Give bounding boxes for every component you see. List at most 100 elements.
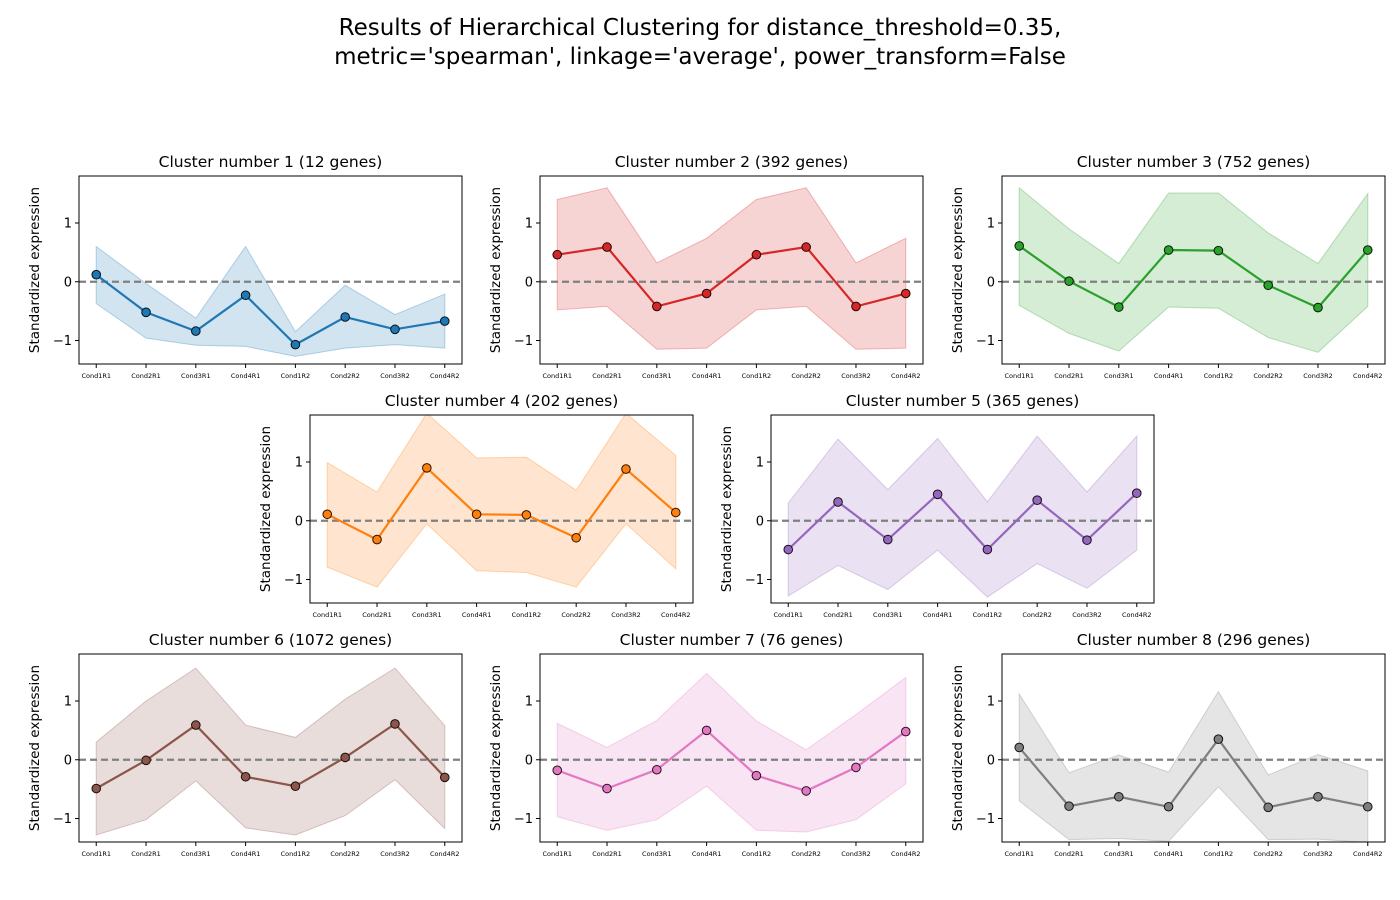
data-point-Cond4R1 bbox=[1163, 801, 1174, 812]
panel-title: Cluster number 5 (365 genes) bbox=[846, 392, 1080, 410]
confidence-band bbox=[95, 667, 446, 836]
x-tick-label: Cond4R2 bbox=[1353, 850, 1383, 858]
x-tick-label: Cond4R1 bbox=[231, 372, 261, 380]
y-tick-label: 1 bbox=[525, 695, 533, 710]
data-point-Cond2R1 bbox=[602, 242, 612, 252]
y-tick-label: 1 bbox=[987, 695, 995, 710]
y-tick-label: −1 bbox=[976, 812, 995, 827]
x-tick-label: Cond4R2 bbox=[891, 372, 921, 380]
plot-area bbox=[310, 415, 693, 588]
axes-frame bbox=[770, 414, 1155, 604]
plot-area bbox=[1002, 690, 1385, 842]
data-point-Cond1R1 bbox=[1014, 241, 1025, 251]
x-tick-label: Cond3R1 bbox=[181, 372, 211, 380]
x-tick-label: Cond2R2 bbox=[791, 372, 821, 380]
y-tick-label: −1 bbox=[976, 334, 995, 349]
chart-panel-8: −1 0 1 Cond1R1 Cond2R1 Cond3R1 Cond4R1 Cond1R2 C… bbox=[950, 631, 1386, 858]
x-tick-label: Cond3R2 bbox=[1072, 611, 1102, 619]
y-tick-label: 0 bbox=[756, 514, 764, 529]
x-tick-label: Cond1R2 bbox=[742, 850, 772, 858]
plot-area bbox=[1002, 186, 1385, 353]
data-point-Cond4R2 bbox=[900, 726, 911, 737]
series-line bbox=[326, 466, 677, 542]
data-point-Cond4R2 bbox=[670, 507, 681, 518]
x-tick-label: Cond2R1 bbox=[362, 611, 392, 619]
data-point-Cond3R2 bbox=[1313, 302, 1323, 313]
x-tick-label: Cond1R1 bbox=[81, 372, 111, 380]
x-tick-label: Cond2R2 bbox=[330, 372, 360, 380]
data-point-Cond4R2 bbox=[439, 316, 450, 326]
x-tick-label: Cond4R1 bbox=[231, 850, 261, 858]
axes-frame bbox=[309, 414, 694, 604]
data-point-Cond3R2 bbox=[1313, 791, 1323, 802]
data-point-Cond1R1 bbox=[91, 783, 102, 794]
x-tick-label: Cond3R2 bbox=[1303, 850, 1333, 858]
x-tick-label: Cond1R2 bbox=[512, 611, 542, 619]
axes-frame bbox=[539, 653, 924, 843]
confidence-band bbox=[326, 415, 677, 588]
data-point-Cond2R2 bbox=[1032, 495, 1042, 505]
y-tick-label: 0 bbox=[525, 275, 533, 290]
x-tick-label: Cond3R2 bbox=[841, 850, 871, 858]
series-line bbox=[95, 722, 446, 790]
y-axis-label: Standardized expression bbox=[950, 665, 966, 831]
x-tick-label: Cond1R2 bbox=[1204, 850, 1234, 858]
data-point-Cond2R1 bbox=[1064, 801, 1074, 811]
data-point-Cond3R1 bbox=[1114, 791, 1124, 802]
x-tick-label: Cond1R1 bbox=[312, 611, 342, 619]
panel-title: Cluster number 4 (202 genes) bbox=[385, 392, 619, 410]
x-tick-label: Cond3R2 bbox=[380, 850, 410, 858]
x-tick-label: Cond1R2 bbox=[742, 372, 772, 380]
x-tick-label: Cond2R1 bbox=[131, 850, 161, 858]
data-point-Cond4R1 bbox=[1163, 245, 1174, 255]
series-line bbox=[556, 728, 907, 793]
y-tick-label: 0 bbox=[64, 275, 72, 290]
x-tick-label: Cond3R2 bbox=[380, 372, 410, 380]
figure-title: Results of Hierarchical Clustering for d… bbox=[0, 14, 1400, 72]
data-point-Cond2R1 bbox=[1064, 276, 1074, 286]
data-point-Cond1R1 bbox=[1014, 742, 1025, 753]
x-tick-label: Cond4R2 bbox=[430, 850, 460, 858]
x-tick-label: Cond3R1 bbox=[181, 850, 211, 858]
data-point-Cond1R1 bbox=[552, 249, 563, 260]
data-point-Cond2R2 bbox=[340, 752, 350, 763]
series-line bbox=[787, 492, 1138, 552]
x-tick-label: Cond3R1 bbox=[412, 611, 442, 619]
data-point-Cond2R2 bbox=[1263, 280, 1273, 291]
data-point-Cond3R2 bbox=[851, 762, 861, 773]
data-point-Cond2R2 bbox=[801, 786, 811, 796]
x-tick-label: Cond2R1 bbox=[823, 611, 853, 619]
x-tick-label: Cond2R1 bbox=[131, 372, 161, 380]
x-tick-label: Cond2R2 bbox=[330, 850, 360, 858]
chart-panel-7: −1 0 1 Cond1R1 Cond2R1 Cond3R1 Cond4R1 Cond1R2 C… bbox=[488, 631, 924, 858]
x-tick-label: Cond1R1 bbox=[773, 611, 803, 619]
y-tick-label: 1 bbox=[987, 217, 995, 232]
y-axis-label: Standardized expression bbox=[488, 187, 504, 353]
chart-panel-4: −1 0 1 Cond1R1 Cond2R1 Cond3R1 Cond4R1 Cond1R2 C… bbox=[258, 392, 694, 619]
data-point-Cond4R1 bbox=[240, 771, 251, 782]
data-point-Cond2R2 bbox=[801, 242, 811, 252]
y-tick-label: 0 bbox=[987, 753, 995, 768]
y-tick-label: −1 bbox=[745, 573, 764, 588]
x-tick-label: Cond2R2 bbox=[1253, 850, 1283, 858]
chart-panel-5: −1 0 1 Cond1R1 Cond2R1 Cond3R1 Cond4R1 Cond1R2 C… bbox=[719, 392, 1155, 619]
axes-frame bbox=[1001, 175, 1386, 365]
x-tick-label: Cond4R2 bbox=[1353, 372, 1383, 380]
data-point-Cond4R2 bbox=[439, 772, 450, 783]
x-tick-label: Cond2R2 bbox=[1253, 372, 1283, 380]
data-point-Cond2R1 bbox=[833, 497, 843, 507]
y-tick-label: 1 bbox=[64, 217, 72, 232]
y-tick-label: −1 bbox=[514, 334, 533, 349]
confidence-band bbox=[1018, 186, 1369, 353]
figure-title-line-1: Results of Hierarchical Clustering for d… bbox=[338, 15, 1062, 41]
x-tick-label: Cond1R2 bbox=[281, 372, 311, 380]
panel-title: Cluster number 6 (1072 genes) bbox=[149, 631, 392, 649]
data-point-Cond1R2 bbox=[751, 770, 762, 781]
y-tick-label: 1 bbox=[756, 456, 764, 471]
x-tick-label: Cond2R2 bbox=[791, 850, 821, 858]
data-point-Cond1R2 bbox=[982, 544, 993, 555]
x-tick-label: Cond3R1 bbox=[873, 611, 903, 619]
plot-area bbox=[540, 187, 923, 350]
data-point-Cond2R1 bbox=[602, 783, 612, 794]
